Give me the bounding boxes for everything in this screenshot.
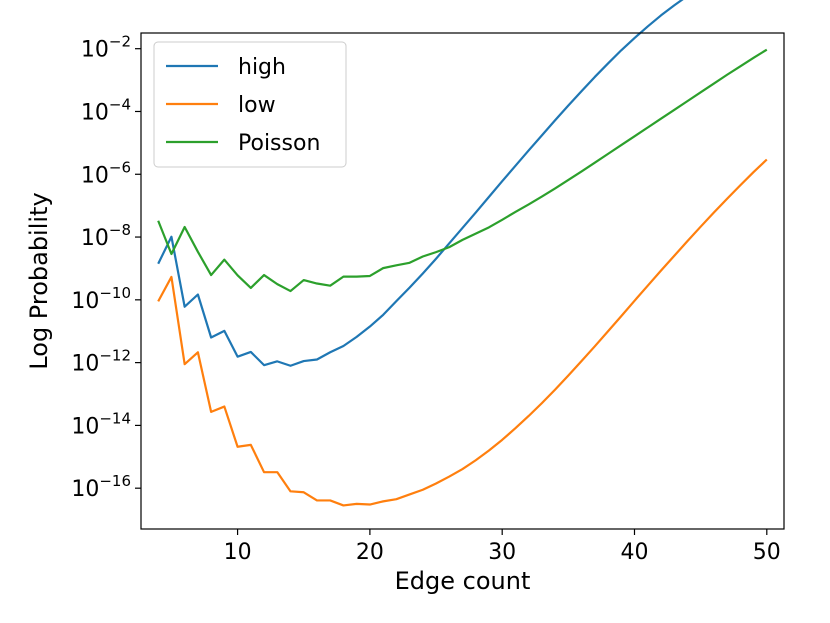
- y-tick-label: 10−8: [81, 221, 131, 251]
- x-tick-label: 50: [753, 540, 781, 565]
- y-tick-label: 10−2: [81, 33, 131, 63]
- y-tick-label: 10−14: [71, 409, 131, 439]
- y-tick-label: 10−12: [71, 347, 131, 377]
- legend-box: [153, 41, 347, 168]
- y-tick-label: 10−4: [81, 95, 131, 125]
- x-tick-label: 40: [620, 540, 648, 565]
- y-tick-label: 10−10: [71, 284, 131, 314]
- x-axis-label: Edge count: [395, 567, 531, 595]
- y-axis-ticks: 10−2 10−4 10−6 10−8 10−10 10−12 10−14 10−16: [71, 33, 141, 502]
- y-tick-label: 10−6: [81, 158, 131, 188]
- legend-label-low: low: [238, 93, 276, 118]
- series-line-poisson: [157, 48, 768, 293]
- y-axis-label: Log Probability: [25, 192, 53, 369]
- series-line-low: [157, 158, 768, 507]
- plot-frame: [140, 32, 785, 530]
- y-tick-label: 10−16: [71, 472, 131, 502]
- legend-label-poisson: Poisson: [238, 131, 320, 156]
- legend-label-high: high: [238, 55, 286, 80]
- legend: high low Poisson: [153, 41, 347, 168]
- series-lines: [157, 0, 768, 507]
- x-axis-ticks: 10 20 30 40 50: [224, 529, 781, 565]
- x-tick-label: 20: [356, 540, 384, 565]
- x-tick-label: 30: [488, 540, 516, 565]
- x-tick-label: 10: [224, 540, 252, 565]
- series-line-high: [157, 0, 684, 367]
